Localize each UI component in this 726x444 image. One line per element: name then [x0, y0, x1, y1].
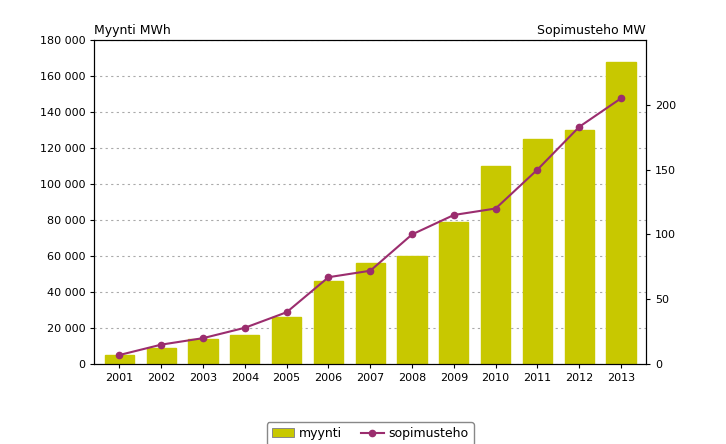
- sopimusteho: [616, 95, 625, 101]
- sopimusteho: [324, 274, 333, 280]
- sopimusteho: [157, 342, 166, 347]
- sopimusteho: [366, 268, 375, 274]
- sopimusteho: [282, 309, 291, 315]
- Bar: [230, 335, 259, 364]
- Bar: [105, 355, 134, 364]
- Bar: [439, 222, 468, 364]
- Bar: [481, 166, 510, 364]
- Bar: [314, 281, 343, 364]
- Bar: [606, 62, 636, 364]
- Bar: [523, 139, 552, 364]
- Text: Myynti MWh: Myynti MWh: [94, 24, 171, 37]
- Bar: [147, 348, 176, 364]
- Bar: [272, 317, 301, 364]
- sopimusteho: [533, 167, 542, 172]
- Bar: [565, 130, 594, 364]
- sopimusteho: [575, 124, 584, 130]
- sopimusteho: [492, 206, 500, 211]
- sopimusteho: [199, 336, 208, 341]
- Bar: [356, 263, 385, 364]
- Bar: [189, 339, 218, 364]
- sopimusteho: [115, 353, 124, 358]
- Text: Sopimusteho MW: Sopimusteho MW: [537, 24, 646, 37]
- sopimusteho: [240, 325, 249, 330]
- sopimusteho: [449, 212, 458, 218]
- Bar: [397, 256, 427, 364]
- Legend: myynti, sopimusteho: myynti, sopimusteho: [266, 422, 474, 444]
- sopimusteho: [408, 232, 417, 237]
- Line: sopimusteho: sopimusteho: [116, 95, 624, 358]
